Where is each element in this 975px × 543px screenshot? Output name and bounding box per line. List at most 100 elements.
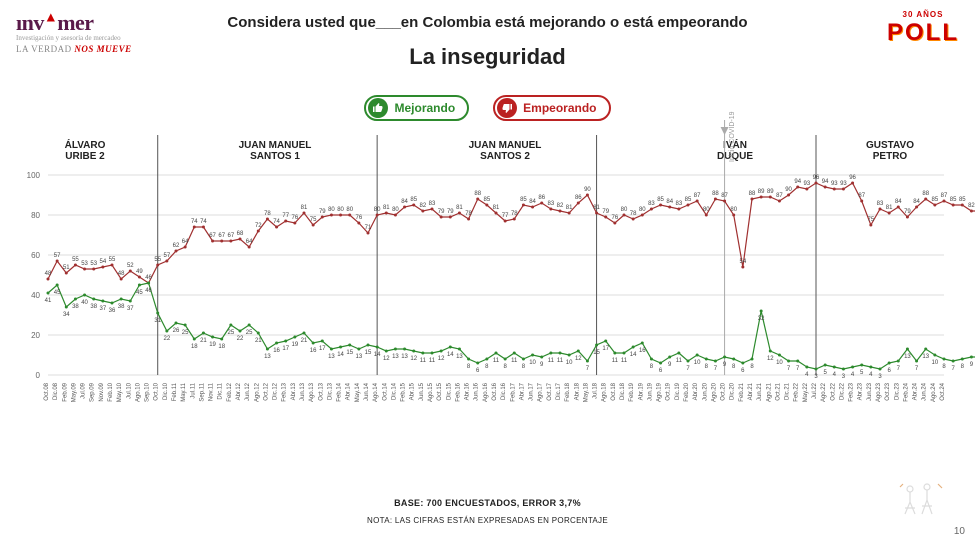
svg-text:76: 76 xyxy=(292,215,299,221)
svg-text:81: 81 xyxy=(886,205,893,211)
svg-text:Oct.19: Oct.19 xyxy=(666,382,672,400)
svg-text:7: 7 xyxy=(787,366,791,372)
svg-text:Nov.09: Nov.09 xyxy=(99,382,105,401)
svg-text:55: 55 xyxy=(154,257,161,263)
svg-text:85: 85 xyxy=(685,197,692,203)
svg-text:68: 68 xyxy=(237,231,244,237)
svg-text:Feb.18: Feb.18 xyxy=(565,382,571,401)
decoration-icon xyxy=(895,479,945,519)
svg-text:11: 11 xyxy=(493,358,500,364)
svg-text:80: 80 xyxy=(374,207,381,213)
svg-text:88: 88 xyxy=(712,191,719,197)
svg-text:90: 90 xyxy=(785,187,792,193)
svg-text:Jul.11: Jul.11 xyxy=(190,382,196,398)
svg-text:Feb.12: Feb.12 xyxy=(227,382,233,401)
svg-text:83: 83 xyxy=(676,201,683,207)
svg-text:Dic.21: Dic.21 xyxy=(785,382,791,400)
svg-text:76: 76 xyxy=(356,215,363,221)
svg-text:38: 38 xyxy=(118,304,125,310)
svg-text:17: 17 xyxy=(602,346,609,352)
svg-text:78: 78 xyxy=(630,211,637,217)
svg-text:46: 46 xyxy=(145,275,152,281)
svg-text:67: 67 xyxy=(218,233,225,239)
svg-text:Abr.21: Abr.21 xyxy=(748,382,754,400)
svg-text:12: 12 xyxy=(767,356,774,362)
svg-text:7: 7 xyxy=(951,366,955,372)
svg-text:15: 15 xyxy=(365,350,372,356)
svg-text:Abr.19: Abr.19 xyxy=(638,382,644,400)
svg-text:Oct.13: Oct.13 xyxy=(318,382,324,400)
svg-text:75: 75 xyxy=(310,217,317,223)
question-title: Considera usted que___en Colombia está m… xyxy=(0,14,975,31)
svg-text:87: 87 xyxy=(721,193,728,199)
covid-label: Inicio COVID-19 xyxy=(729,111,736,162)
svg-text:18: 18 xyxy=(191,344,198,350)
svg-text:18: 18 xyxy=(218,344,225,350)
svg-text:86: 86 xyxy=(538,195,545,201)
svg-text:Ago.21: Ago.21 xyxy=(766,382,772,402)
svg-text:85: 85 xyxy=(950,197,957,203)
svg-text:Feb.16: Feb.16 xyxy=(455,382,461,401)
svg-text:55: 55 xyxy=(72,257,79,263)
svg-text:38: 38 xyxy=(90,304,97,310)
period-label: JUAN MANUEL SANTOS 1 xyxy=(215,140,335,162)
main-title: La inseguridad xyxy=(0,44,975,70)
svg-text:Jun.12: Jun.12 xyxy=(245,382,251,401)
svg-text:14: 14 xyxy=(630,352,637,358)
footer: BASE: 700 ENCUESTADOS, ERROR 3,7% NOTA: … xyxy=(0,498,975,525)
svg-text:Ago.15: Ago.15 xyxy=(428,382,434,402)
svg-text:Dic.16: Dic.16 xyxy=(501,382,507,400)
svg-text:Abr.17: Abr.17 xyxy=(519,382,525,400)
svg-text:Sep.11: Sep.11 xyxy=(199,382,205,401)
svg-text:9: 9 xyxy=(540,362,544,368)
svg-text:57: 57 xyxy=(54,253,61,259)
svg-text:Oct.24: Oct.24 xyxy=(940,382,946,400)
svg-text:26: 26 xyxy=(173,328,180,334)
svg-text:19: 19 xyxy=(209,342,216,348)
svg-text:93: 93 xyxy=(840,181,847,187)
svg-text:25: 25 xyxy=(228,330,235,336)
svg-text:36: 36 xyxy=(109,308,116,314)
svg-text:32: 32 xyxy=(758,316,765,322)
svg-text:34: 34 xyxy=(63,312,70,318)
svg-text:Oct.22: Oct.22 xyxy=(830,382,836,400)
svg-text:7: 7 xyxy=(796,366,800,372)
period-label: GUSTAVO PETRO xyxy=(830,140,950,162)
svg-text:53: 53 xyxy=(90,261,97,267)
svg-text:51: 51 xyxy=(63,265,70,271)
svg-text:80: 80 xyxy=(639,207,646,213)
svg-text:78: 78 xyxy=(465,211,472,217)
svg-text:Abr.18: Abr.18 xyxy=(574,382,580,400)
svg-text:Feb.14: Feb.14 xyxy=(337,382,343,401)
svg-text:7: 7 xyxy=(915,366,919,372)
svg-text:16: 16 xyxy=(310,348,317,354)
svg-text:Dic.20: Dic.20 xyxy=(730,382,736,400)
svg-text:11: 11 xyxy=(557,358,564,364)
svg-text:Oct.14: Oct.14 xyxy=(382,382,388,400)
svg-text:72: 72 xyxy=(255,223,262,229)
svg-text:85: 85 xyxy=(959,197,966,203)
svg-text:11: 11 xyxy=(612,358,619,364)
page-number: 10 xyxy=(954,526,965,537)
svg-text:Dic.14: Dic.14 xyxy=(391,382,397,400)
svg-text:81: 81 xyxy=(301,205,308,211)
svg-text:Ago.13: Ago.13 xyxy=(309,382,315,402)
svg-text:12: 12 xyxy=(410,356,417,362)
chart: 020406080100Oct.08Dic.08Feb.09May.09Jul.… xyxy=(48,175,944,405)
svg-text:Feb.10: Feb.10 xyxy=(108,382,114,401)
svg-text:Ago.17: Ago.17 xyxy=(538,382,544,402)
svg-text:78: 78 xyxy=(264,211,271,217)
svg-text:8: 8 xyxy=(650,364,654,370)
svg-text:Dic.23: Dic.23 xyxy=(894,382,900,400)
svg-text:76: 76 xyxy=(612,215,619,221)
svg-text:Jul.22: Jul.22 xyxy=(812,382,818,399)
svg-text:Jun.23: Jun.23 xyxy=(867,382,873,401)
svg-text:88: 88 xyxy=(474,191,481,197)
svg-text:13: 13 xyxy=(922,354,929,360)
svg-text:13: 13 xyxy=(401,354,408,360)
svg-text:Abr.24: Abr.24 xyxy=(913,382,919,400)
svg-text:79: 79 xyxy=(438,209,445,215)
svg-text:80: 80 xyxy=(730,207,737,213)
svg-text:Ago.12: Ago.12 xyxy=(254,382,260,402)
svg-text:Dic.11: Dic.11 xyxy=(218,382,224,399)
